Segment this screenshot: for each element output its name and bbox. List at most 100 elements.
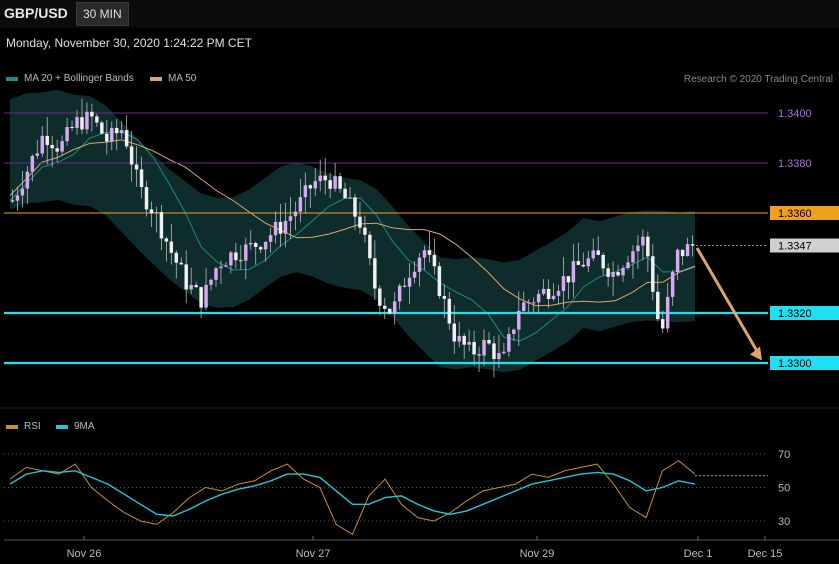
- candle: [551, 283, 556, 302]
- candle-body: [338, 176, 342, 189]
- candle-body: [60, 141, 64, 152]
- level-label-2: 1.3360: [778, 208, 812, 220]
- forecast-arrow-shaft: [695, 247, 761, 356]
- time-label-1: Nov 27: [296, 548, 331, 560]
- candle: [457, 321, 461, 348]
- candle-body: [531, 302, 536, 304]
- candle: [407, 263, 412, 304]
- candle: [258, 245, 263, 254]
- candle-body: [249, 243, 253, 245]
- candle: [134, 146, 139, 187]
- candle: [234, 242, 238, 269]
- level-tag-4: [770, 356, 839, 370]
- candle: [189, 267, 193, 295]
- timeframe-badge[interactable]: 30 MIN: [76, 2, 129, 26]
- level-label-3: 1.3320: [778, 308, 812, 320]
- candle-body: [368, 234, 372, 259]
- candle: [611, 261, 615, 296]
- candle: [85, 102, 89, 135]
- rsi-line: [9, 460, 696, 536]
- candle: [660, 310, 665, 333]
- timestamp-label: Monday, November 30, 2020 1:24:22 PM CET: [6, 36, 252, 50]
- candle: [576, 242, 581, 266]
- candle: [224, 262, 228, 267]
- candle-body: [90, 111, 94, 117]
- candle: [263, 241, 268, 262]
- candle-body: [288, 216, 293, 221]
- candle-body: [462, 335, 466, 345]
- candle-body: [169, 241, 174, 253]
- candle-body: [591, 250, 595, 259]
- candle: [194, 281, 198, 288]
- candle-body: [497, 353, 501, 360]
- candle: [462, 333, 466, 359]
- candle-body: [616, 272, 620, 276]
- candle: [239, 245, 243, 270]
- candle: [670, 269, 675, 306]
- candle-body: [566, 276, 571, 283]
- candle-body: [477, 354, 481, 356]
- candle-body: [333, 176, 337, 189]
- candle-body: [576, 261, 581, 265]
- last-price-label: 1.3347: [778, 241, 812, 253]
- level-label-0: 1.3400: [778, 108, 812, 120]
- candle-body: [105, 133, 109, 142]
- candle-body: [407, 277, 412, 287]
- candle: [283, 202, 288, 248]
- level-tag-2: [770, 206, 839, 220]
- candle: [646, 231, 650, 272]
- candle: [139, 156, 144, 199]
- candle: [571, 244, 576, 298]
- candle: [199, 286, 203, 319]
- candle: [249, 230, 253, 250]
- candle: [154, 206, 159, 233]
- candle-body: [507, 333, 511, 352]
- candle-body: [387, 308, 392, 314]
- candle-body: [199, 287, 203, 308]
- candle-body: [536, 293, 541, 303]
- candle-body: [75, 117, 79, 128]
- candle-body: [184, 264, 188, 290]
- candle: [25, 165, 30, 205]
- candle: [313, 168, 318, 197]
- candle-body: [556, 290, 561, 296]
- candle: [616, 264, 620, 278]
- candle-body: [189, 285, 193, 290]
- candle: [546, 279, 551, 309]
- candle: [293, 201, 298, 231]
- candle: [680, 249, 685, 266]
- candle: [184, 250, 188, 304]
- candle: [651, 243, 655, 301]
- candle-body: [85, 111, 89, 130]
- candle: [114, 119, 119, 150]
- candle: [318, 160, 322, 192]
- candle: [373, 240, 377, 300]
- candle-body: [685, 244, 690, 257]
- candle: [144, 180, 149, 217]
- candle: [10, 189, 15, 204]
- candle: [159, 204, 164, 251]
- candle-body: [234, 252, 238, 261]
- candle-body: [100, 122, 104, 134]
- candle-body: [626, 262, 630, 269]
- candle: [105, 119, 109, 155]
- forecast-arrow-head: [750, 346, 762, 361]
- candle-body: [561, 276, 566, 291]
- candle: [541, 279, 546, 296]
- candle-body: [581, 264, 586, 267]
- candle-body: [278, 221, 283, 234]
- candle-body: [432, 254, 437, 267]
- candle-body: [30, 155, 35, 172]
- legend-ma50-label: MA 50: [168, 73, 197, 84]
- candle-body: [224, 265, 228, 267]
- candle-body: [45, 135, 49, 145]
- candle-body: [219, 266, 223, 269]
- candle: [641, 229, 645, 261]
- time-label-4: Dec 15: [748, 548, 783, 560]
- candle-body: [502, 351, 506, 354]
- candle: [204, 267, 208, 311]
- candle: [35, 139, 40, 160]
- candle: [268, 227, 273, 253]
- candle-body: [402, 285, 407, 287]
